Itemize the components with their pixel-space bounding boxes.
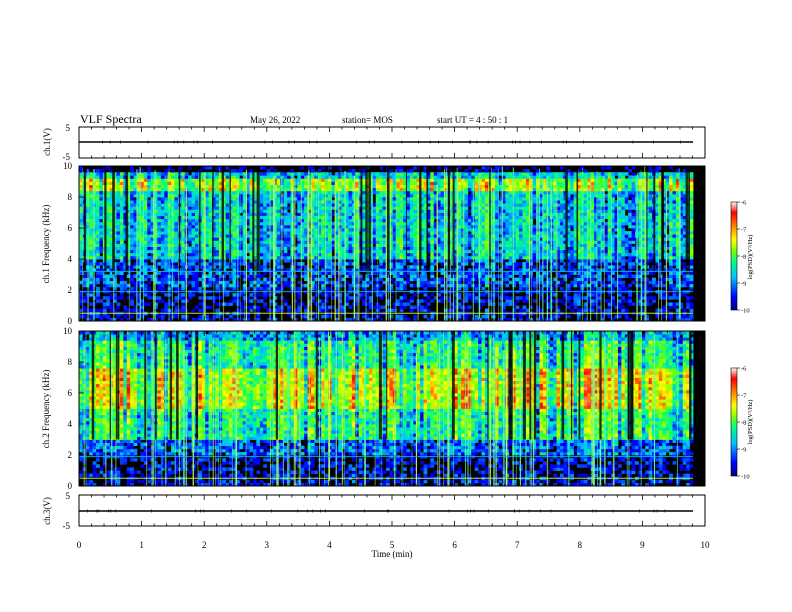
ch2-freq-tick-label: 6 — [68, 388, 73, 398]
ch1-freq-tick-label: 4 — [68, 254, 73, 264]
station-label: station= MOS — [342, 115, 393, 125]
ch1-freq-tick-label: 10 — [63, 161, 73, 171]
ch1-colorbar-label: log(PSD)(V²/Hz) — [747, 235, 754, 280]
ch1-waveform-panel: 5 -5 ch.1(V) — [42, 123, 706, 162]
ch1-freq-tick-label: 8 — [68, 192, 73, 202]
ch3-ytick-top: 5 — [66, 491, 71, 501]
colorbar2-tick-label: -9 — [741, 447, 746, 454]
ch2-freq-tick-label: 4 — [68, 419, 73, 429]
colorbar1-tick-label: -6 — [741, 200, 747, 207]
ch3-ytick-bottom: -5 — [63, 521, 71, 531]
ch1-colorbar: log(PSD)(V²/Hz) -6 -7 -8 -9 -10 — [730, 200, 754, 315]
ch2-colorbar: log(PSD)(V²/Hz) -6 -7 -8 -9 -10 — [730, 366, 754, 481]
colorbar1-tick-label: -9 — [741, 281, 746, 288]
x-tick-label: 8 — [578, 540, 583, 550]
x-tick-label: 9 — [640, 540, 645, 550]
ch2-colorbar-scale — [730, 367, 738, 477]
x-tick-label: 5 — [390, 540, 395, 550]
ch3-waveform-ylabel: ch.3(V) — [42, 497, 52, 525]
ch2-spectrogram-ylabel: ch.2 Frequency (kHz) — [41, 370, 51, 449]
ch2-freq-tick-label: 8 — [68, 357, 73, 367]
date-label: May 26, 2022 — [250, 115, 300, 125]
colorbar2-tick-label: -8 — [741, 420, 746, 427]
ch2-colorbar-label: log(PSD)(V²/Hz) — [747, 400, 754, 445]
ch1-spectrogram-image — [79, 166, 705, 322]
ch1-freq-tick-label: 2 — [68, 285, 73, 295]
ch1-freq-tick-label: 0 — [68, 316, 73, 326]
ch1-freq-tick-label: 6 — [68, 223, 73, 233]
x-tick-label: 1 — [139, 540, 144, 550]
colorbar2-tick-label: -7 — [741, 393, 747, 400]
x-tick-label: 2 — [202, 540, 207, 550]
figure-title: VLF Spectra — [80, 112, 142, 126]
ch1-ytick-bottom: -5 — [63, 152, 71, 162]
ch1-ytick-top: 5 — [66, 123, 71, 133]
x-tick-label: 6 — [452, 540, 457, 550]
ch2-freq-tick-label: 0 — [68, 481, 73, 491]
ch1-colorbar-scale — [730, 201, 738, 311]
x-tick-label: 4 — [327, 540, 332, 550]
ch2-freq-tick-label: 10 — [63, 326, 73, 336]
x-tick-label: 7 — [515, 540, 520, 550]
x-tick-label: 3 — [265, 540, 270, 550]
colorbar2-tick-label: -6 — [741, 366, 747, 373]
colorbar1-tick-label: -8 — [741, 254, 746, 261]
ch1-waveform-ylabel: ch.1(V) — [42, 128, 52, 156]
x-axis-label: Time (min) — [372, 549, 413, 559]
ch1-spectrogram-ylabel: ch.1 Frequency (kHz) — [41, 205, 51, 284]
x-tick-label: 0 — [77, 540, 82, 550]
start-ut-label: start UT = 4 : 50 : 1 — [437, 115, 508, 125]
ch2-freq-tick-label: 2 — [68, 450, 73, 460]
ch2-spectrogram-panel: ch.2 Frequency (kHz) — [41, 330, 706, 487]
colorbar2-tick-label: -10 — [741, 474, 750, 481]
colorbar1-tick-label: -7 — [741, 227, 747, 234]
colorbar1-tick-label: -10 — [741, 308, 750, 315]
ch2-spectrogram-image — [79, 331, 705, 487]
x-tick-label: 10 — [701, 540, 711, 550]
ch1-spectrogram-panel: ch.1 Frequency (kHz) — [41, 165, 706, 322]
